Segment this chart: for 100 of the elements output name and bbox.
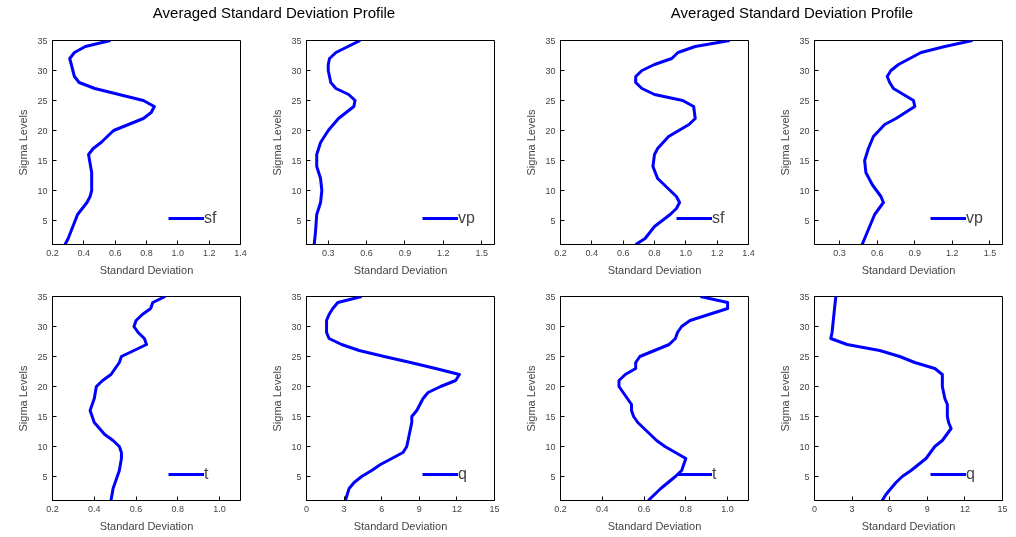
x-tick-label: 0.6 [616, 247, 630, 258]
y-tick-label: 35 [291, 35, 302, 46]
y-tick-label: 35 [291, 291, 302, 302]
y-tick-label: 30 [37, 321, 48, 332]
y-tick-label: 5 [550, 215, 556, 226]
y-tick-label: 5 [296, 471, 302, 482]
legend-label: sf [712, 209, 726, 227]
y-axis-title: Sigma Levels [271, 364, 284, 432]
y-tick-label: 15 [799, 155, 810, 166]
y-tick-label: 25 [545, 95, 556, 106]
x-axis-title: Standard Deviation [607, 263, 702, 276]
y-tick-label: 20 [291, 381, 302, 392]
x-tick-label: 1.2 [202, 247, 216, 258]
x-axis-title: Standard Deviation [353, 263, 448, 276]
legend-label: vp [966, 209, 984, 227]
y-tick-label: 5 [804, 215, 810, 226]
y-tick-label: 10 [291, 185, 302, 196]
x-axis-title: Standard Deviation [607, 519, 702, 532]
y-axis-title: Sigma Levels [17, 364, 30, 432]
y-tick-label: 20 [37, 125, 48, 136]
x-tick-label: 9 [416, 503, 422, 514]
legend-label: sf [204, 209, 218, 227]
y-tick-label: 20 [799, 381, 810, 392]
line-series [312, 40, 362, 245]
y-tick-label: 35 [799, 35, 810, 46]
y-tick-label: 10 [37, 185, 48, 196]
x-tick-label: 1.4 [234, 247, 247, 258]
y-tick-label: 35 [37, 291, 48, 302]
line-series [634, 40, 732, 245]
legend-label: q [966, 465, 976, 483]
y-tick-label: 20 [37, 381, 48, 392]
x-tick-label: 0.2 [554, 503, 567, 514]
y-tick-label: 35 [545, 291, 556, 302]
x-tick-label: 12 [451, 503, 462, 514]
x-tick-label: 0.8 [171, 503, 185, 514]
y-tick-label: 35 [545, 35, 556, 46]
x-tick-label: 6 [379, 503, 385, 514]
x-axis-title: Standard Deviation [861, 519, 956, 532]
x-tick-label: 3 [849, 503, 855, 514]
x-tick-label: 0.4 [88, 503, 101, 514]
y-tick-label: 5 [296, 215, 302, 226]
x-axis-title: Standard Deviation [353, 519, 448, 532]
y-tick-label: 30 [799, 65, 810, 76]
text: Averaged Standard Deviation Profile [670, 3, 914, 23]
y-tick-label: 10 [37, 441, 48, 452]
y-tick-label: 15 [291, 411, 302, 422]
legend-label: t [204, 465, 210, 483]
x-tick-label: 0.3 [833, 247, 846, 258]
x-tick-label: 0.2 [46, 503, 59, 514]
x-tick-label: 1.5 [983, 247, 997, 258]
x-tick-label: 0 [304, 503, 310, 514]
y-tick-label: 10 [545, 185, 556, 196]
x-tick-label: 1.2 [437, 247, 450, 258]
y-tick-label: 25 [799, 95, 810, 106]
y-tick-label: 5 [42, 215, 48, 226]
x-tick-label: 1.0 [679, 247, 693, 258]
y-tick-label: 25 [37, 95, 48, 106]
x-tick-label: 1.2 [946, 247, 959, 258]
x-tick-label: 1.5 [475, 247, 488, 258]
y-tick-label: 35 [37, 35, 48, 46]
x-axis-title: Standard Deviation [99, 519, 194, 532]
x-tick-label: 0.6 [637, 503, 651, 514]
legend-label: vp [458, 209, 476, 227]
y-tick-label: 25 [799, 351, 810, 362]
x-tick-label: 1.0 [213, 503, 226, 514]
x-tick-label: 0.4 [596, 503, 609, 514]
x-tick-label: 9 [924, 503, 930, 514]
y-tick-label: 30 [291, 321, 302, 332]
x-tick-label: 3 [341, 503, 347, 514]
x-tick-label: 0 [812, 503, 818, 514]
y-tick-label: 10 [799, 441, 810, 452]
x-tick-label: 1.0 [171, 247, 185, 258]
line-series [829, 296, 953, 501]
x-tick-label: 1.2 [710, 247, 724, 258]
y-tick-label: 15 [545, 155, 556, 166]
y-tick-label: 5 [42, 471, 48, 482]
x-tick-label: 0.3 [321, 247, 335, 258]
x-tick-label: 0.9 [908, 247, 922, 258]
legend-label: t [712, 465, 718, 483]
x-tick-label: 0.8 [140, 247, 153, 258]
y-tick-label: 30 [291, 65, 302, 76]
x-tick-label: 15 [489, 503, 500, 514]
y-axis-title: Sigma Levels [271, 108, 284, 176]
y-axis-title: Sigma Levels [525, 364, 538, 432]
y-tick-label: 20 [291, 125, 302, 136]
x-tick-label: 0.9 [398, 247, 412, 258]
y-tick-label: 20 [799, 125, 810, 136]
x-tick-label: 6 [887, 503, 893, 514]
x-tick-label: 0.2 [554, 247, 567, 258]
y-tick-label: 15 [37, 155, 48, 166]
y-tick-label: 30 [37, 65, 48, 76]
y-axis-title: Sigma Levels [779, 108, 792, 176]
y-tick-label: 5 [550, 471, 556, 482]
y-tick-label: 25 [545, 351, 556, 362]
x-tick-label: 0.4 [585, 247, 599, 258]
x-tick-label: 0.4 [77, 247, 91, 258]
y-tick-label: 10 [291, 441, 302, 452]
y-tick-label: 25 [291, 351, 302, 362]
y-tick-label: 25 [291, 95, 302, 106]
x-tick-label: 1.4 [742, 247, 755, 258]
